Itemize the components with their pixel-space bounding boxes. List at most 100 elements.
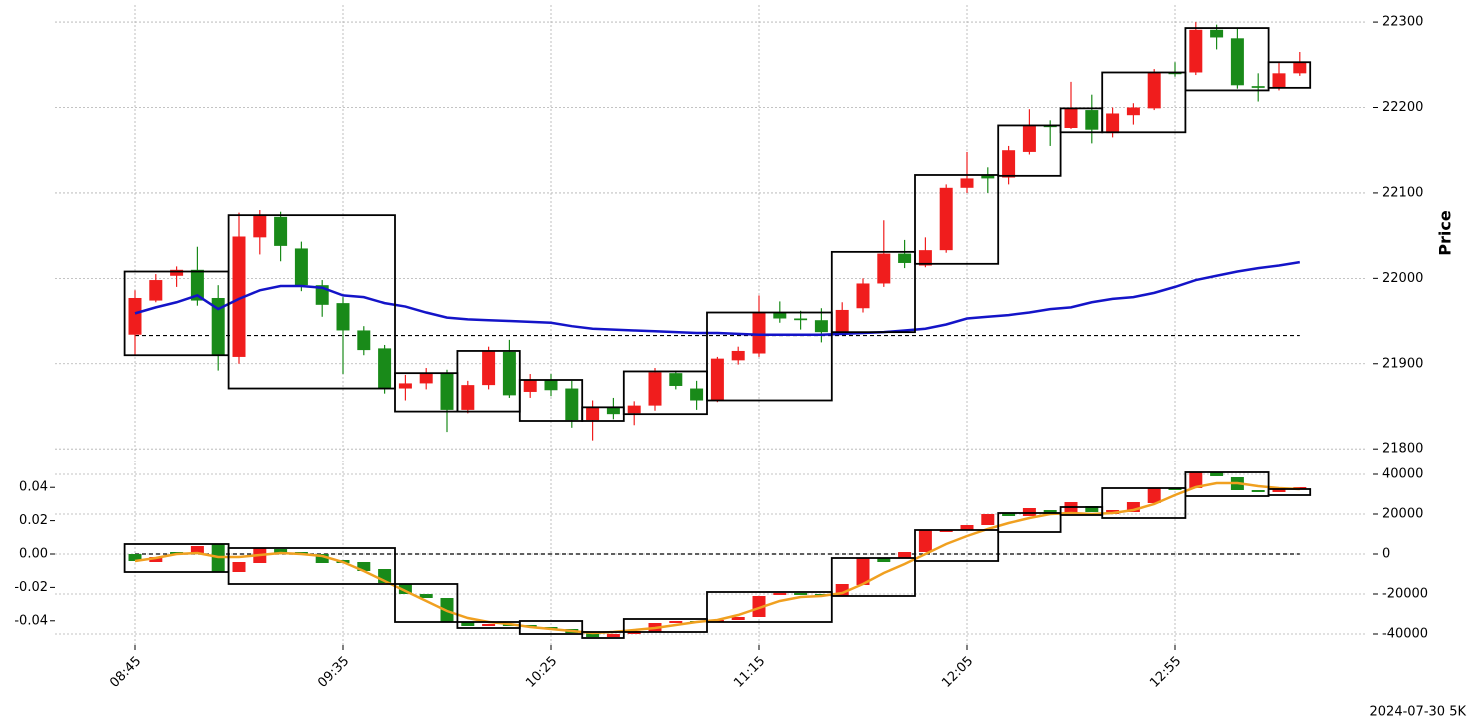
candle-body xyxy=(357,562,371,571)
candle-body xyxy=(1064,108,1078,129)
y-tick-label: 0 xyxy=(1382,547,1390,562)
y-tick-label: 22100 xyxy=(1382,185,1423,200)
candle-body xyxy=(232,562,246,572)
candle-body xyxy=(357,330,371,351)
candle-body xyxy=(461,622,475,626)
candle-body xyxy=(1064,502,1078,514)
range-box xyxy=(706,591,833,623)
candle-body xyxy=(981,514,995,525)
candle-body xyxy=(731,350,745,361)
candle-body xyxy=(419,373,433,384)
candle-body xyxy=(1022,508,1036,516)
candle-body xyxy=(398,383,412,389)
candle-body xyxy=(544,379,558,391)
candle-body xyxy=(1293,62,1307,74)
range-box xyxy=(914,529,1000,562)
x-tick-label: 12:55 xyxy=(1147,654,1184,691)
candle-body xyxy=(1189,472,1203,488)
candle-body xyxy=(731,617,745,620)
range-box xyxy=(1184,27,1270,92)
candle-body xyxy=(523,379,537,392)
candle-body xyxy=(482,350,496,386)
candle-body xyxy=(232,236,246,357)
range-box xyxy=(518,379,584,422)
candle-body xyxy=(690,388,704,401)
candle-body xyxy=(877,253,891,284)
y-axis-title: Price xyxy=(1436,210,1455,256)
y-tick-label: 0.02 xyxy=(19,513,48,528)
y-tick-label: 20000 xyxy=(1382,507,1423,522)
candle-body xyxy=(1126,502,1140,512)
candle-body xyxy=(565,388,579,421)
candle-body xyxy=(315,554,329,563)
candle-body xyxy=(1147,72,1161,109)
candle-body xyxy=(149,280,163,301)
candle-body xyxy=(960,525,974,530)
candle-body xyxy=(440,373,454,410)
candle-body xyxy=(606,634,620,637)
range-box xyxy=(581,631,625,639)
candle-body xyxy=(170,269,184,276)
candle-body xyxy=(856,558,870,585)
line-series xyxy=(134,260,1301,336)
candle-body xyxy=(794,593,808,595)
candle-body xyxy=(752,312,766,354)
candle-body xyxy=(1085,110,1099,130)
candle-body xyxy=(877,558,891,562)
candle-body xyxy=(939,530,953,532)
candle-body xyxy=(336,303,350,331)
candle-body xyxy=(482,624,496,626)
candle-body xyxy=(773,312,787,319)
y-tick-label: 21800 xyxy=(1382,442,1423,457)
candle-body xyxy=(856,283,870,309)
range-box xyxy=(1101,487,1187,519)
y-tick-label: 22300 xyxy=(1382,15,1423,30)
candle-body xyxy=(669,621,683,623)
candle-body xyxy=(419,594,433,598)
candle-body xyxy=(835,309,849,333)
y-tick-label: -40000 xyxy=(1382,627,1428,642)
range-box xyxy=(706,311,833,402)
y-tick-label: 40000 xyxy=(1382,467,1423,482)
candle-body xyxy=(378,348,392,389)
x-tick-label: 10:25 xyxy=(523,654,560,691)
y-tick-label: -0.02 xyxy=(14,580,48,595)
footer: 2024-07-30 5K xyxy=(1370,705,1467,720)
candle-body xyxy=(1002,513,1016,516)
candle-body xyxy=(669,373,683,386)
range-box xyxy=(830,557,916,597)
candle-body xyxy=(1251,86,1265,88)
range-box xyxy=(914,174,1000,265)
candle-body xyxy=(648,372,662,406)
range-box xyxy=(622,618,708,633)
candle-body xyxy=(1043,510,1057,514)
y-tick-label: 22200 xyxy=(1382,100,1423,115)
range-box xyxy=(518,620,584,635)
y-tick-label: 21900 xyxy=(1382,356,1423,371)
range-box xyxy=(394,583,459,623)
candle-body xyxy=(710,358,724,401)
candle-body xyxy=(752,596,766,617)
range-box xyxy=(830,250,916,334)
candle-body xyxy=(898,253,912,263)
line-series xyxy=(134,481,1300,635)
range-box xyxy=(997,512,1062,533)
candle-body xyxy=(461,385,475,410)
range-box xyxy=(997,124,1062,177)
candle-body xyxy=(1210,472,1224,476)
candle-body xyxy=(1022,125,1036,152)
candle-body xyxy=(1210,29,1224,38)
candle-body xyxy=(149,557,163,562)
range-box xyxy=(1184,471,1270,497)
candle-body xyxy=(960,178,974,188)
candle-body xyxy=(898,552,912,558)
candle-body xyxy=(190,546,204,554)
candle-body xyxy=(502,351,516,396)
x-tick-label: 08:45 xyxy=(107,654,144,691)
candle-body xyxy=(1168,488,1182,490)
candle-body xyxy=(981,174,995,179)
candle-body xyxy=(586,633,600,637)
y-tick-label: 0.00 xyxy=(19,547,48,562)
